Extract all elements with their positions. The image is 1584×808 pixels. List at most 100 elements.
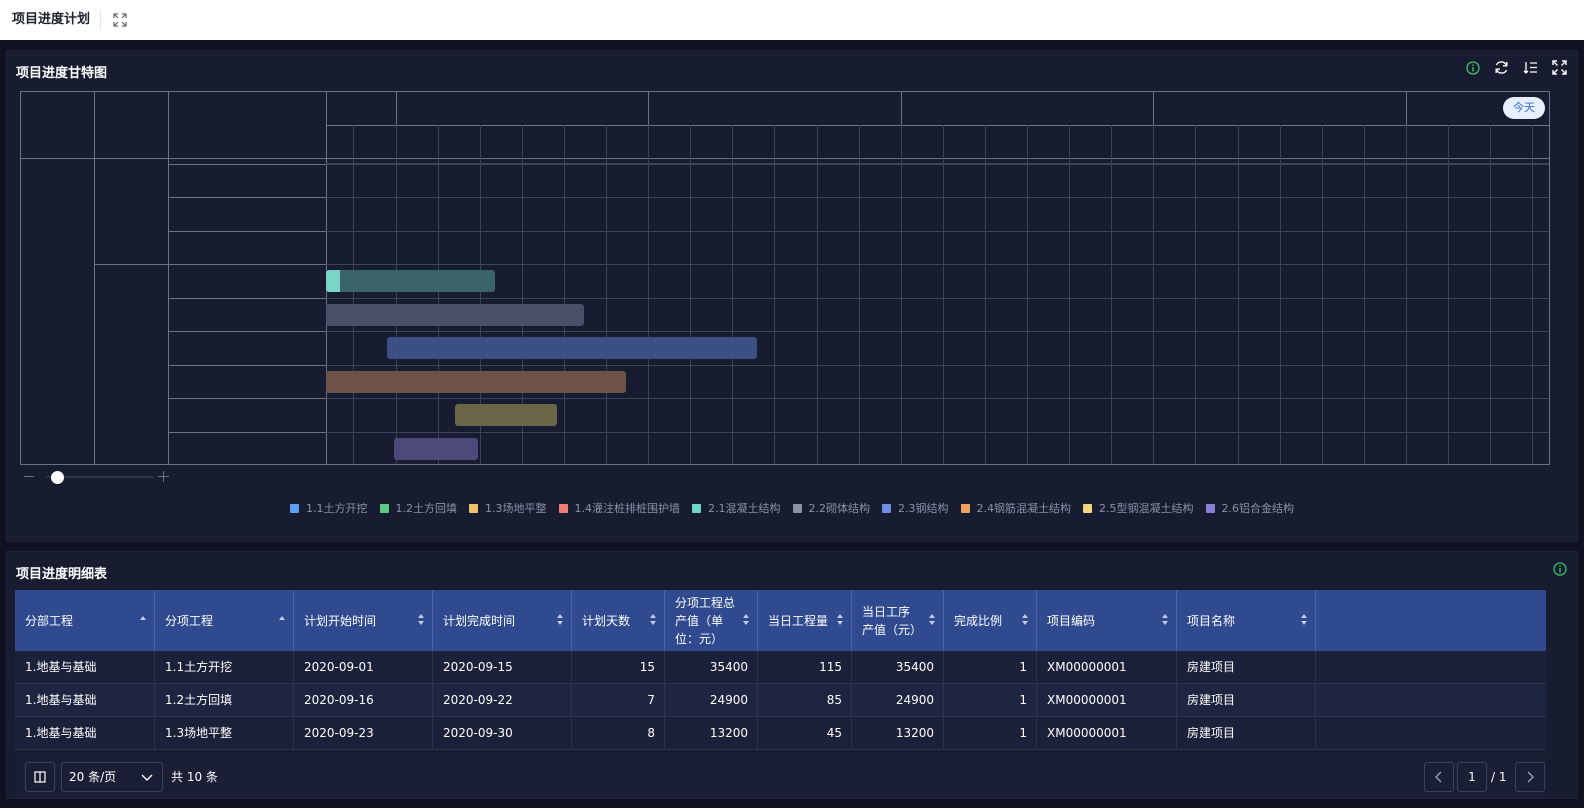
today-button[interactable]: 今天 [1503, 97, 1545, 119]
info-icon[interactable] [1466, 60, 1480, 75]
table-cell: 房建项目 [1177, 717, 1316, 750]
page-size-select[interactable]: 20 条/页 [61, 762, 163, 792]
gantt-bar[interactable] [326, 370, 627, 393]
table-cell: 1 [944, 717, 1037, 750]
zoom-track[interactable] [46, 476, 154, 478]
sort-icon[interactable] [650, 614, 657, 626]
legend-item[interactable]: 1.4灌注桩排桩围护墙 [558, 500, 680, 516]
column-header[interactable]: 分项工程 [155, 590, 294, 651]
grid-line [984, 125, 986, 464]
legend-swatch [792, 503, 802, 513]
column-header[interactable]: 计划开始时间 [294, 590, 433, 651]
legend-item[interactable]: 2.6铝合金结构 [1205, 500, 1294, 516]
column-header-label: 分项工程 [165, 613, 214, 628]
table-row[interactable]: 1.地基与基础 1.1土方开挖 2020-09-01 2020-09-15 15 3540… [15, 651, 1546, 684]
sort-icon[interactable] [418, 614, 425, 626]
table-cell: 2020-09-01 [294, 651, 433, 684]
grid-line [326, 297, 1549, 299]
grid-line [1321, 125, 1323, 464]
info-icon[interactable] [1553, 562, 1567, 576]
legend-item[interactable]: 2.1混凝土结构 [692, 500, 781, 516]
zoom-out-icon[interactable] [24, 476, 34, 477]
table-cell: 35400 [665, 651, 758, 684]
column-header[interactable]: 计划天数 [572, 590, 665, 651]
column-header[interactable]: 当日工程量 [758, 590, 852, 651]
table-panel-title: 项目进度明细表 [16, 567, 108, 582]
gantt-chart: 今天 [20, 91, 1550, 465]
table-cell: XM00000001 [1037, 651, 1177, 684]
gantt-bar[interactable] [326, 303, 585, 326]
fullscreen-icon[interactable] [113, 13, 127, 27]
gantt-bar[interactable] [393, 437, 479, 460]
table-row[interactable]: 1.地基与基础 1.3场地平整 2020-09-23 2020-09-30 8 13200… [15, 717, 1546, 750]
page-title: 项目进度计划 [12, 11, 102, 29]
sort-icon[interactable] [1301, 614, 1308, 626]
legend-swatch [692, 503, 701, 513]
column-header-label: 计划天数 [582, 613, 631, 628]
column-header[interactable]: 项目名称 [1177, 590, 1316, 651]
column-header[interactable]: 分部工程 [15, 590, 155, 651]
legend-item[interactable]: 1.1土方开挖 [290, 500, 368, 516]
legend-item[interactable]: 1.3场地平整 [469, 500, 547, 516]
total-count: 共 10 条 [171, 770, 218, 784]
zoom-slider[interactable] [24, 469, 174, 485]
grid-line [94, 92, 95, 464]
legend-swatch [290, 503, 299, 513]
sort-icon[interactable] [1162, 614, 1169, 626]
sort-icon[interactable] [1022, 614, 1029, 626]
column-settings-icon[interactable] [1523, 60, 1538, 75]
column-header[interactable]: 分项工程总产值（单位：元） [665, 590, 758, 651]
grid-line [648, 92, 650, 125]
grid-line [1279, 125, 1281, 464]
table-cell: 7 [572, 684, 665, 717]
legend-label: 2.4钢筋混凝土结构 [976, 502, 1072, 515]
column-header[interactable]: 计划完成时间 [433, 590, 572, 651]
zoom-knob[interactable] [51, 471, 64, 484]
next-page-button[interactable] [1515, 762, 1545, 792]
legend-swatch [1205, 503, 1215, 513]
grid-line [326, 431, 1549, 433]
sort-icon[interactable] [140, 616, 147, 628]
column-toggle-button[interactable] [25, 762, 55, 792]
table-cell: 2020-09-30 [433, 717, 572, 750]
column-header[interactable]: 完成比例 [944, 590, 1037, 651]
grid-line [942, 125, 944, 464]
sort-icon[interactable] [743, 614, 750, 626]
gantt-bar[interactable] [326, 270, 496, 292]
grid-line [326, 264, 1549, 265]
gantt-bar[interactable] [387, 337, 758, 359]
grid-line [1237, 125, 1239, 464]
grid-line [563, 125, 565, 464]
prev-page-button[interactable] [1424, 762, 1454, 792]
legend-swatch [558, 503, 568, 513]
legend-item[interactable]: 2.4钢筋混凝土结构 [960, 500, 1072, 516]
legend-item[interactable]: 1.2土方回填 [379, 500, 457, 516]
expand-icon[interactable] [1552, 60, 1567, 75]
sort-icon[interactable] [557, 614, 564, 626]
column-header-label: 项目名称 [1187, 613, 1236, 628]
grid-line [326, 230, 1549, 232]
legend-swatch [379, 503, 389, 513]
legend-item[interactable]: 2.5型钢混凝土结构 [1083, 500, 1194, 516]
legend-item[interactable]: 2.3钢结构 [882, 500, 949, 516]
grid-line [900, 125, 902, 464]
grid-line [326, 163, 1549, 165]
legend-label: 2.3钢结构 [898, 502, 949, 515]
column-header[interactable]: 当日工序产值（元） [852, 590, 944, 651]
legend-item[interactable]: 2.2砌体结构 [792, 500, 870, 516]
current-page-input[interactable]: 1 [1457, 762, 1487, 792]
grid-line [1532, 125, 1534, 464]
refresh-icon[interactable] [1494, 60, 1509, 75]
sort-icon[interactable] [929, 614, 936, 626]
grid-line [326, 331, 1549, 332]
gantt-bar[interactable] [455, 404, 557, 426]
sort-icon[interactable] [279, 616, 286, 628]
table-cell: 35400 [852, 651, 944, 684]
sort-icon[interactable] [837, 614, 844, 626]
table-cell: 房建项目 [1177, 651, 1316, 684]
grid-line [1363, 125, 1365, 464]
column-header[interactable]: 项目编码 [1037, 590, 1177, 651]
grid-line [690, 125, 692, 464]
table-row[interactable]: 1.地基与基础 1.2土方回填 2020-09-16 2020-09-22 7 24900… [15, 684, 1546, 717]
table-cell: 85 [758, 684, 852, 717]
